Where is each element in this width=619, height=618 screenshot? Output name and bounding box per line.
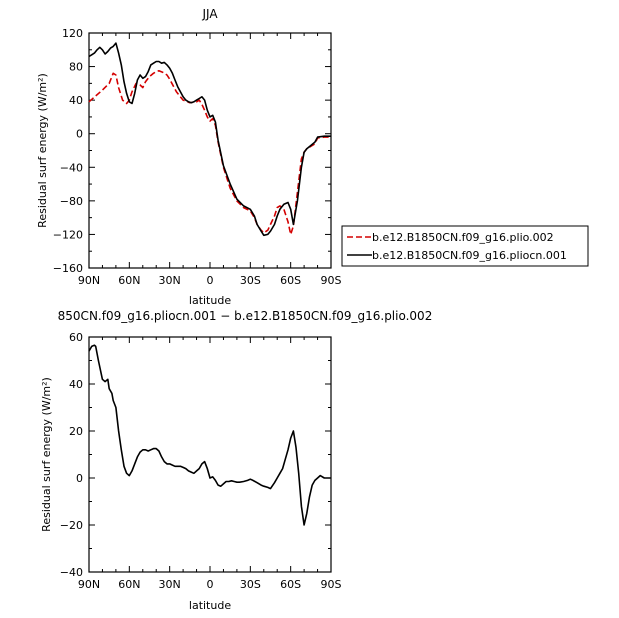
x-tick-label: 30S — [240, 578, 261, 591]
legend-label: b.e12.B1850CN.f09_g16.pliocn.001 — [372, 249, 567, 262]
x-tick-label: 30N — [159, 578, 181, 591]
x-tick-label: 90S — [321, 578, 342, 591]
x-tick-label: 60N — [118, 274, 140, 287]
chart-2: 850CN.f09_g16.pliocn.001 − b.e12.B1850CN… — [40, 309, 432, 612]
x-tick-label: 90N — [78, 274, 100, 287]
y-tick-label: −160 — [53, 262, 83, 275]
x-tick-label: 90N — [78, 578, 100, 591]
plot-title: JJA — [201, 7, 218, 21]
y-tick-label: 40 — [69, 378, 83, 391]
y-tick-label: 40 — [69, 94, 83, 107]
y-tick-label: 120 — [62, 27, 83, 40]
legend-label: b.e12.B1850CN.f09_g16.plio.002 — [372, 231, 554, 244]
x-tick-label: 0 — [207, 578, 214, 591]
x-tick-label: 0 — [207, 274, 214, 287]
y-tick-label: 60 — [69, 331, 83, 344]
y-tick-label: −40 — [60, 161, 83, 174]
x-tick-label: 30N — [159, 274, 181, 287]
y-tick-label: −40 — [60, 566, 83, 579]
plot-title: 850CN.f09_g16.pliocn.001 − b.e12.B1850CN… — [58, 309, 433, 323]
y-axis-label: Residual surf energy (W/m²) — [40, 377, 53, 532]
y-tick-label: 20 — [69, 425, 83, 438]
y-tick-label: 0 — [76, 128, 83, 141]
y-tick-label: 0 — [76, 472, 83, 485]
legend: b.e12.B1850CN.f09_g16.plio.002 b.e12.B185… — [341, 225, 589, 267]
series-line-1 — [88, 70, 331, 236]
x-axis-label: latitude — [189, 599, 231, 612]
plot-frame — [88, 336, 332, 573]
plot-frame — [88, 32, 332, 269]
chart-1: JJA 90N 60N 30N 0 30S 60S 90S 120 80 40 0 −40 −80 −120… — [36, 7, 589, 307]
y-tick-label: 80 — [69, 61, 83, 74]
series-line-1 — [88, 344, 331, 526]
x-axis-label: latitude — [189, 294, 231, 307]
y-tick-label: −80 — [60, 195, 83, 208]
series-line-2 — [88, 42, 331, 237]
x-tick-label: 60N — [118, 578, 140, 591]
x-tick-label: 30S — [240, 274, 261, 287]
y-axis-label: Residual surf energy (W/m²) — [36, 73, 49, 228]
x-tick-label: 60S — [280, 274, 301, 287]
y-tick-label: −120 — [53, 228, 83, 241]
legend-box — [341, 225, 589, 267]
x-tick-label: 60S — [280, 578, 301, 591]
y-tick-label: −20 — [60, 519, 83, 532]
x-tick-label: 90S — [321, 274, 342, 287]
